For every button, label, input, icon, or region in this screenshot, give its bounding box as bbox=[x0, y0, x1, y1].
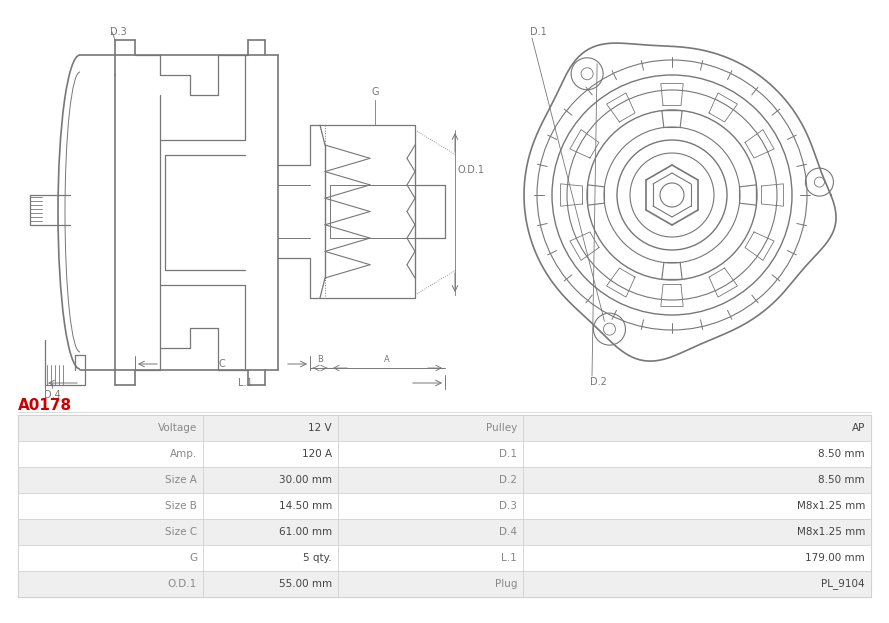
Bar bbox=[523, 441, 871, 467]
Text: D.4: D.4 bbox=[44, 390, 60, 400]
Text: D.1: D.1 bbox=[499, 449, 517, 459]
Text: 8.50 mm: 8.50 mm bbox=[819, 449, 865, 459]
Bar bbox=[523, 415, 871, 441]
Text: Plug: Plug bbox=[494, 579, 517, 589]
Bar bbox=[523, 493, 871, 519]
Text: G: G bbox=[188, 553, 197, 563]
Bar bbox=[338, 441, 523, 467]
Text: 61.00 mm: 61.00 mm bbox=[279, 527, 332, 537]
Text: D.3: D.3 bbox=[110, 27, 127, 37]
Text: D.2: D.2 bbox=[590, 377, 607, 387]
Text: D.4: D.4 bbox=[499, 527, 517, 537]
Bar bbox=[203, 493, 338, 519]
Bar bbox=[338, 493, 523, 519]
Bar bbox=[523, 571, 871, 597]
Text: 5 qty.: 5 qty. bbox=[303, 553, 332, 563]
Text: Amp.: Amp. bbox=[170, 449, 197, 459]
Bar bbox=[523, 519, 871, 545]
Text: G: G bbox=[372, 87, 379, 97]
Bar bbox=[523, 545, 871, 571]
Text: PL_9104: PL_9104 bbox=[821, 579, 865, 589]
Bar bbox=[18, 415, 203, 441]
Text: Size A: Size A bbox=[165, 475, 197, 485]
Text: M8x1.25 mm: M8x1.25 mm bbox=[797, 501, 865, 511]
Bar bbox=[203, 415, 338, 441]
Text: D.3: D.3 bbox=[499, 501, 517, 511]
Bar bbox=[203, 519, 338, 545]
Bar bbox=[338, 467, 523, 493]
Text: 8.50 mm: 8.50 mm bbox=[819, 475, 865, 485]
Text: D.2: D.2 bbox=[499, 475, 517, 485]
Text: D.1: D.1 bbox=[530, 27, 547, 37]
Bar bbox=[338, 571, 523, 597]
Bar bbox=[338, 519, 523, 545]
Text: M8x1.25 mm: M8x1.25 mm bbox=[797, 527, 865, 537]
Text: Size C: Size C bbox=[164, 527, 197, 537]
Bar bbox=[203, 441, 338, 467]
Text: B: B bbox=[317, 354, 323, 363]
Text: O.D.1: O.D.1 bbox=[168, 579, 197, 589]
Bar bbox=[18, 467, 203, 493]
Text: Size B: Size B bbox=[165, 501, 197, 511]
Text: 30.00 mm: 30.00 mm bbox=[279, 475, 332, 485]
Text: 12 V: 12 V bbox=[308, 423, 332, 433]
Bar bbox=[18, 519, 203, 545]
Text: A: A bbox=[384, 354, 390, 363]
Text: O.D.1: O.D.1 bbox=[458, 165, 485, 175]
Bar bbox=[325, 125, 415, 298]
Text: Voltage: Voltage bbox=[157, 423, 197, 433]
Bar bbox=[203, 571, 338, 597]
Bar bbox=[338, 415, 523, 441]
Text: 14.50 mm: 14.50 mm bbox=[279, 501, 332, 511]
Text: Pulley: Pulley bbox=[485, 423, 517, 433]
Text: L.1: L.1 bbox=[501, 553, 517, 563]
Bar bbox=[18, 441, 203, 467]
Text: 120 A: 120 A bbox=[302, 449, 332, 459]
Text: C: C bbox=[219, 359, 226, 369]
Text: L.1: L.1 bbox=[237, 378, 252, 388]
Bar bbox=[18, 571, 203, 597]
Text: 55.00 mm: 55.00 mm bbox=[279, 579, 332, 589]
Bar bbox=[203, 467, 338, 493]
Bar bbox=[338, 545, 523, 571]
Text: A0178: A0178 bbox=[18, 399, 72, 414]
Bar bbox=[18, 545, 203, 571]
Bar bbox=[18, 493, 203, 519]
Bar bbox=[203, 545, 338, 571]
Bar bbox=[18, 415, 871, 597]
Bar bbox=[523, 467, 871, 493]
Text: AP: AP bbox=[852, 423, 865, 433]
Text: 179.00 mm: 179.00 mm bbox=[805, 553, 865, 563]
